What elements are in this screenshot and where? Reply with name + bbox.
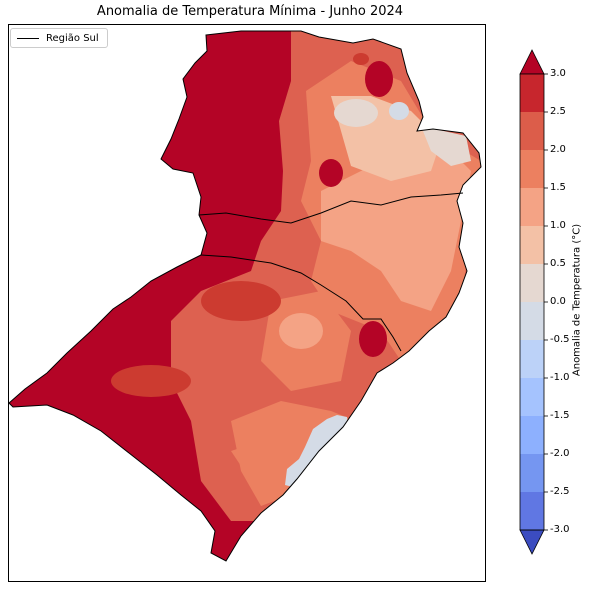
colorbar-bin [520, 188, 544, 227]
colorbar-tick-label: 1.5 [550, 182, 566, 193]
colorbar-tick-label: -0.5 [550, 334, 570, 345]
colorbar-bin [520, 74, 544, 113]
colorbar-bin [520, 112, 544, 151]
colorbar-tick-label: -1.0 [550, 372, 570, 383]
colorbar-bin [520, 454, 544, 493]
colorbar [519, 49, 548, 555]
colorbar-bin [520, 340, 544, 379]
map-legend: Região Sul [10, 28, 108, 48]
colorbar-bin [520, 302, 544, 341]
legend-label: Região Sul [46, 32, 99, 44]
colorbar-bin [520, 226, 544, 265]
colorbar-extend-low [519, 529, 545, 555]
colorbar-extend-high [519, 49, 545, 75]
colorbar-tick-label: 2.5 [550, 106, 566, 117]
region-outline-swatch [17, 37, 39, 39]
colorbar-tick-label: 3.0 [550, 68, 566, 79]
colorbar-tick-label: 1.0 [550, 220, 566, 231]
colorbar-axis-label: Anomalia de Temperatura (°C) [571, 223, 583, 377]
colorbar-bin [520, 150, 544, 189]
map-panel [8, 24, 486, 582]
colorbar-bin [520, 492, 544, 531]
colorbar-bin [520, 264, 544, 303]
colorbar-bin [520, 416, 544, 455]
colorbar-tick-label: 2.0 [550, 144, 566, 155]
anomaly-map [9, 30, 482, 562]
colorbar-tick-label: -2.5 [550, 486, 570, 497]
colorbar-tick-label: 0.5 [550, 258, 566, 269]
colorbar-tick-label: 0.0 [550, 296, 566, 307]
colorbar-tick-label: -3.0 [550, 524, 570, 535]
colorbar-tick-label: -1.5 [550, 410, 570, 421]
map-title: Anomalia de Temperatura Mínima - Junho 2… [96, 4, 404, 19]
colorbar-tick-label: -2.0 [550, 448, 570, 459]
colorbar-bin [520, 378, 544, 417]
